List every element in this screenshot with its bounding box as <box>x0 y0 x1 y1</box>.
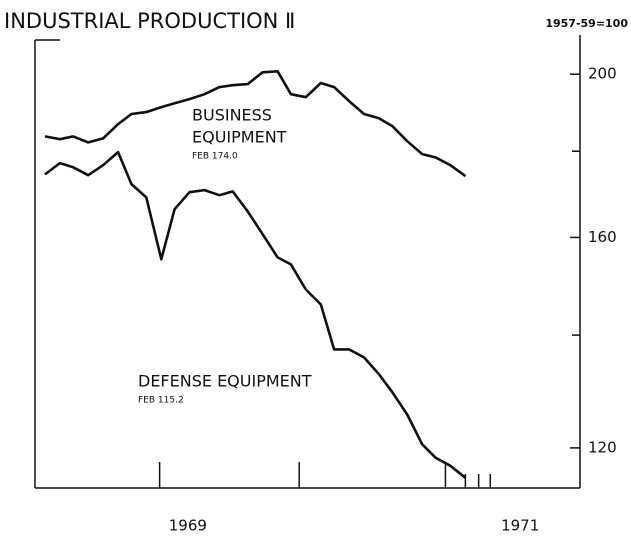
x-tick-label: 1969 <box>169 517 207 535</box>
series-label: EQUIPMENT <box>192 128 287 147</box>
series-line <box>44 150 467 479</box>
series-note: FEB 115.2 <box>138 396 184 406</box>
series-line <box>44 70 467 178</box>
series-label: BUSINESS <box>192 106 272 125</box>
y-tick-label: 120 <box>588 438 617 456</box>
chart-title: INDUSTRIAL PRODUCTION Ⅱ <box>4 9 295 33</box>
series-note: FEB 174.0 <box>192 152 238 162</box>
y-tick-label: 200 <box>588 65 617 83</box>
x-tick-label: 1971 <box>501 517 539 535</box>
units-label: 1957-59=100 <box>545 17 628 30</box>
series-label: DEFENSE EQUIPMENT <box>138 372 312 391</box>
y-tick-label: 160 <box>588 228 617 246</box>
